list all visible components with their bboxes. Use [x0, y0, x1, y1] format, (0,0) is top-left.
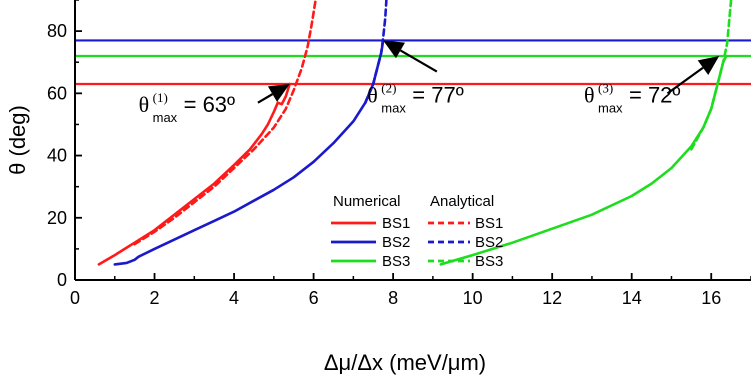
annotation-theta-max-3: θ (3) max = 72º: [584, 56, 720, 116]
series-line-bs3-analytical: [690, 0, 733, 151]
legend-analytical-header: Analytical: [430, 193, 494, 210]
annotation-symbol: θ: [139, 92, 150, 117]
y-tick-label: 40: [47, 146, 67, 166]
x-tick-label: 16: [701, 288, 721, 308]
x-tick-label: 6: [309, 288, 319, 308]
annotation-arrow-head: [267, 84, 290, 102]
legend-label-bs2-numerical: BS2: [382, 234, 410, 251]
y-tick-label: 0: [57, 270, 67, 290]
y-tick-label: 60: [47, 83, 67, 103]
annotation-arrow-shaft: [399, 49, 438, 73]
x-tick-label: 14: [622, 288, 642, 308]
annotation-superscript: (3): [598, 81, 613, 96]
series-layer: [97, 0, 733, 266]
y-tick-label: 80: [47, 21, 67, 41]
annotation-value: = 63º: [184, 92, 235, 117]
legend-label-bs3-numerical: BS3: [382, 253, 410, 270]
x-tick-label: 10: [463, 288, 483, 308]
annotation-superscript: (2): [381, 81, 396, 96]
x-tick-label: 8: [388, 288, 398, 308]
annotation-theta-max-1: θ (1) max = 63º: [139, 84, 290, 125]
legend-label-bs1-numerical: BS1: [382, 215, 410, 232]
y-axis-title: θ (deg): [5, 105, 30, 175]
annotation-arrow-shaft: [257, 93, 274, 104]
annotation-value: = 72º: [629, 83, 680, 108]
legend: Numerical Analytical BS1 BS2 BS3 BS1 BS2 BS3: [331, 193, 503, 270]
legend-label-bs3-analytical: BS3: [475, 253, 503, 270]
annotation-arrow-head: [697, 56, 720, 76]
annotations: θ (1)max= 63º θ (2)max= 77º θ (3)max= 72º: [139, 40, 720, 125]
legend-label-bs2-analytical: BS2: [475, 234, 503, 251]
x-tick-label: 2: [150, 288, 160, 308]
series-line-bs2-analytical: [364, 0, 388, 104]
series-line-bs1-analytical: [133, 0, 317, 246]
x-tick-label: 0: [70, 288, 80, 308]
annotation-subscript: max: [381, 101, 406, 116]
reference-lines: [75, 39, 751, 86]
annotation-arrow-head: [383, 40, 405, 59]
annotation-symbol: θ: [367, 83, 378, 108]
annotation-superscript: (1): [153, 90, 168, 105]
y-tick-label: 20: [47, 208, 67, 228]
x-tick-label: 4: [229, 288, 239, 308]
x-tick-label: 12: [542, 288, 562, 308]
annotation-symbol: θ: [584, 83, 595, 108]
series-line-bs1-numerical: [97, 82, 291, 266]
legend-label-bs1-analytical: BS1: [475, 215, 503, 232]
annotation-theta-max-2: θ (2) max = 77º: [367, 40, 464, 116]
annotation-subscript: max: [153, 110, 178, 125]
annotation-value: = 77º: [412, 83, 463, 108]
annotation-subscript: max: [598, 101, 623, 116]
legend-numerical-header: Numerical: [333, 193, 401, 210]
axes: 0 2 4 6 8 10 12 14 16 0 20 40 60 80 Δμ/Δx (meV/μm) θ (d…: [5, 0, 751, 375]
annotation-arrow-shaft: [666, 66, 704, 95]
x-axis-title: Δμ/Δx (meV/μm): [324, 350, 486, 375]
